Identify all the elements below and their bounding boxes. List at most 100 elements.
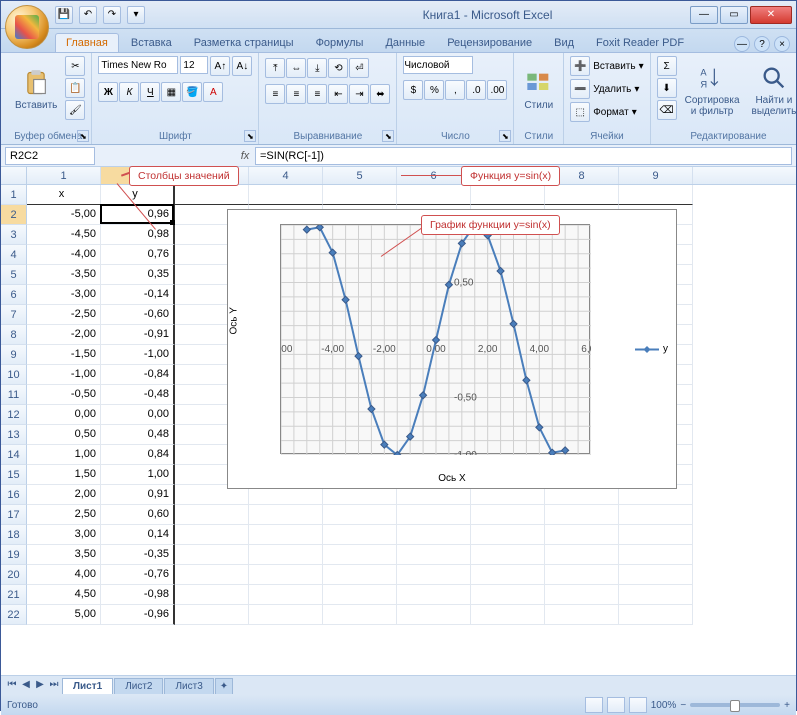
cell[interactable]: 1,00 [27,445,101,465]
cell[interactable]: 4,50 [27,585,101,605]
cell[interactable]: 0,35 [101,265,175,285]
cell[interactable]: -1,50 [27,345,101,365]
row-header[interactable]: 15 [1,465,27,485]
close-button[interactable]: ✕ [750,6,792,24]
row-header[interactable]: 12 [1,405,27,425]
styles-button[interactable]: Стили [520,56,557,124]
row-header[interactable]: 11 [1,385,27,405]
grow-font[interactable]: A↑ [210,56,230,76]
align-center[interactable]: ≡ [286,84,306,104]
indent-inc[interactable]: ⇥ [349,84,369,104]
row-header[interactable]: 5 [1,265,27,285]
italic-button[interactable]: К [119,82,139,102]
tab-formulas[interactable]: Формулы [306,34,374,52]
cell[interactable]: -0,98 [101,585,175,605]
cell[interactable]: -1,00 [27,365,101,385]
copy-button[interactable]: 📋 [65,78,85,98]
row-header[interactable]: 6 [1,285,27,305]
row-header[interactable]: 17 [1,505,27,525]
cell[interactable]: 0,48 [101,425,175,445]
fx-icon[interactable]: fx [235,147,255,165]
format-painter-button[interactable]: 🖌 [65,100,85,120]
cell[interactable]: 0,50 [27,425,101,445]
currency-button[interactable]: $ [403,80,423,100]
row-header[interactable]: 16 [1,485,27,505]
cell[interactable] [249,605,323,625]
cell[interactable] [323,545,397,565]
cell[interactable]: 0,91 [101,485,175,505]
cell[interactable] [397,585,471,605]
fill-color-button[interactable]: 🪣 [182,82,202,102]
cell[interactable] [545,185,619,205]
maximize-button[interactable]: ▭ [720,6,748,24]
tab-insert[interactable]: Вставка [121,34,182,52]
cell[interactable] [545,565,619,585]
cell[interactable] [249,185,323,205]
cell[interactable]: -5,00 [27,205,101,225]
row-header[interactable]: 1 [1,185,27,205]
cell[interactable] [323,585,397,605]
cell[interactable] [323,505,397,525]
cell[interactable]: -4,50 [27,225,101,245]
cell[interactable] [545,605,619,625]
cells-format[interactable]: ⬚Формат ▾ [570,102,637,122]
cut-button[interactable]: ✂ [65,56,85,76]
sheet-nav-prev[interactable]: ◀ [19,679,33,693]
cell[interactable]: 0,60 [101,505,175,525]
cell[interactable]: 5,00 [27,605,101,625]
tab-foxit[interactable]: Foxit Reader PDF [586,34,694,52]
cell[interactable]: -0,76 [101,565,175,585]
cell[interactable]: 0,14 [101,525,175,545]
cell[interactable] [619,525,693,545]
shrink-font[interactable]: A↓ [232,56,252,76]
sheet-tab-2[interactable]: Лист2 [114,678,163,694]
tab-data[interactable]: Данные [375,34,435,52]
row-header[interactable]: 7 [1,305,27,325]
cell[interactable] [175,525,249,545]
cell[interactable]: -0,50 [27,385,101,405]
select-all-corner[interactable] [1,167,27,184]
cell[interactable] [619,605,693,625]
align-middle[interactable]: ⇔ [286,58,306,78]
clipboard-launcher[interactable]: ⬊ [77,130,89,142]
cell[interactable] [249,585,323,605]
cell[interactable]: 0,00 [101,405,175,425]
name-box[interactable]: R2C2 [5,147,95,165]
cell[interactable]: 2,00 [27,485,101,505]
cell[interactable] [249,545,323,565]
qat-customize[interactable]: ▾ [127,6,145,24]
cell[interactable]: -3,50 [27,265,101,285]
bold-button[interactable]: Ж [98,82,118,102]
tab-view[interactable]: Вид [544,34,584,52]
sheet-tab-3[interactable]: Лист3 [164,678,213,694]
zoom-percent[interactable]: 100% [651,700,677,711]
cell[interactable]: 4,00 [27,565,101,585]
cell[interactable] [545,585,619,605]
font-color-button[interactable]: A [203,82,223,102]
cell[interactable] [249,565,323,585]
row-header[interactable]: 3 [1,225,27,245]
merge-button[interactable]: ⬌ [370,84,390,104]
cell[interactable] [545,545,619,565]
cells-delete[interactable]: ➖Удалить ▾ [570,79,639,99]
cell[interactable]: -2,50 [27,305,101,325]
cell[interactable] [471,605,545,625]
cell[interactable] [249,505,323,525]
cells-insert[interactable]: ➕Вставить ▾ [570,56,643,76]
row-header[interactable]: 9 [1,345,27,365]
cell[interactable] [471,185,545,205]
row-header[interactable]: 21 [1,585,27,605]
cell[interactable] [397,605,471,625]
cell[interactable] [545,505,619,525]
sheet-nav-last[interactable]: ⏭ [47,679,61,693]
cell[interactable]: -1,00 [101,345,175,365]
office-button[interactable] [5,5,49,49]
border-button[interactable]: ▦ [161,82,181,102]
cell[interactable]: -3,00 [27,285,101,305]
cell[interactable]: -0,91 [101,325,175,345]
comma-button[interactable]: , [445,80,465,100]
font-launcher[interactable]: ⬊ [244,130,256,142]
row-header[interactable]: 10 [1,365,27,385]
cell[interactable] [619,185,693,205]
cell[interactable]: -0,96 [101,605,175,625]
